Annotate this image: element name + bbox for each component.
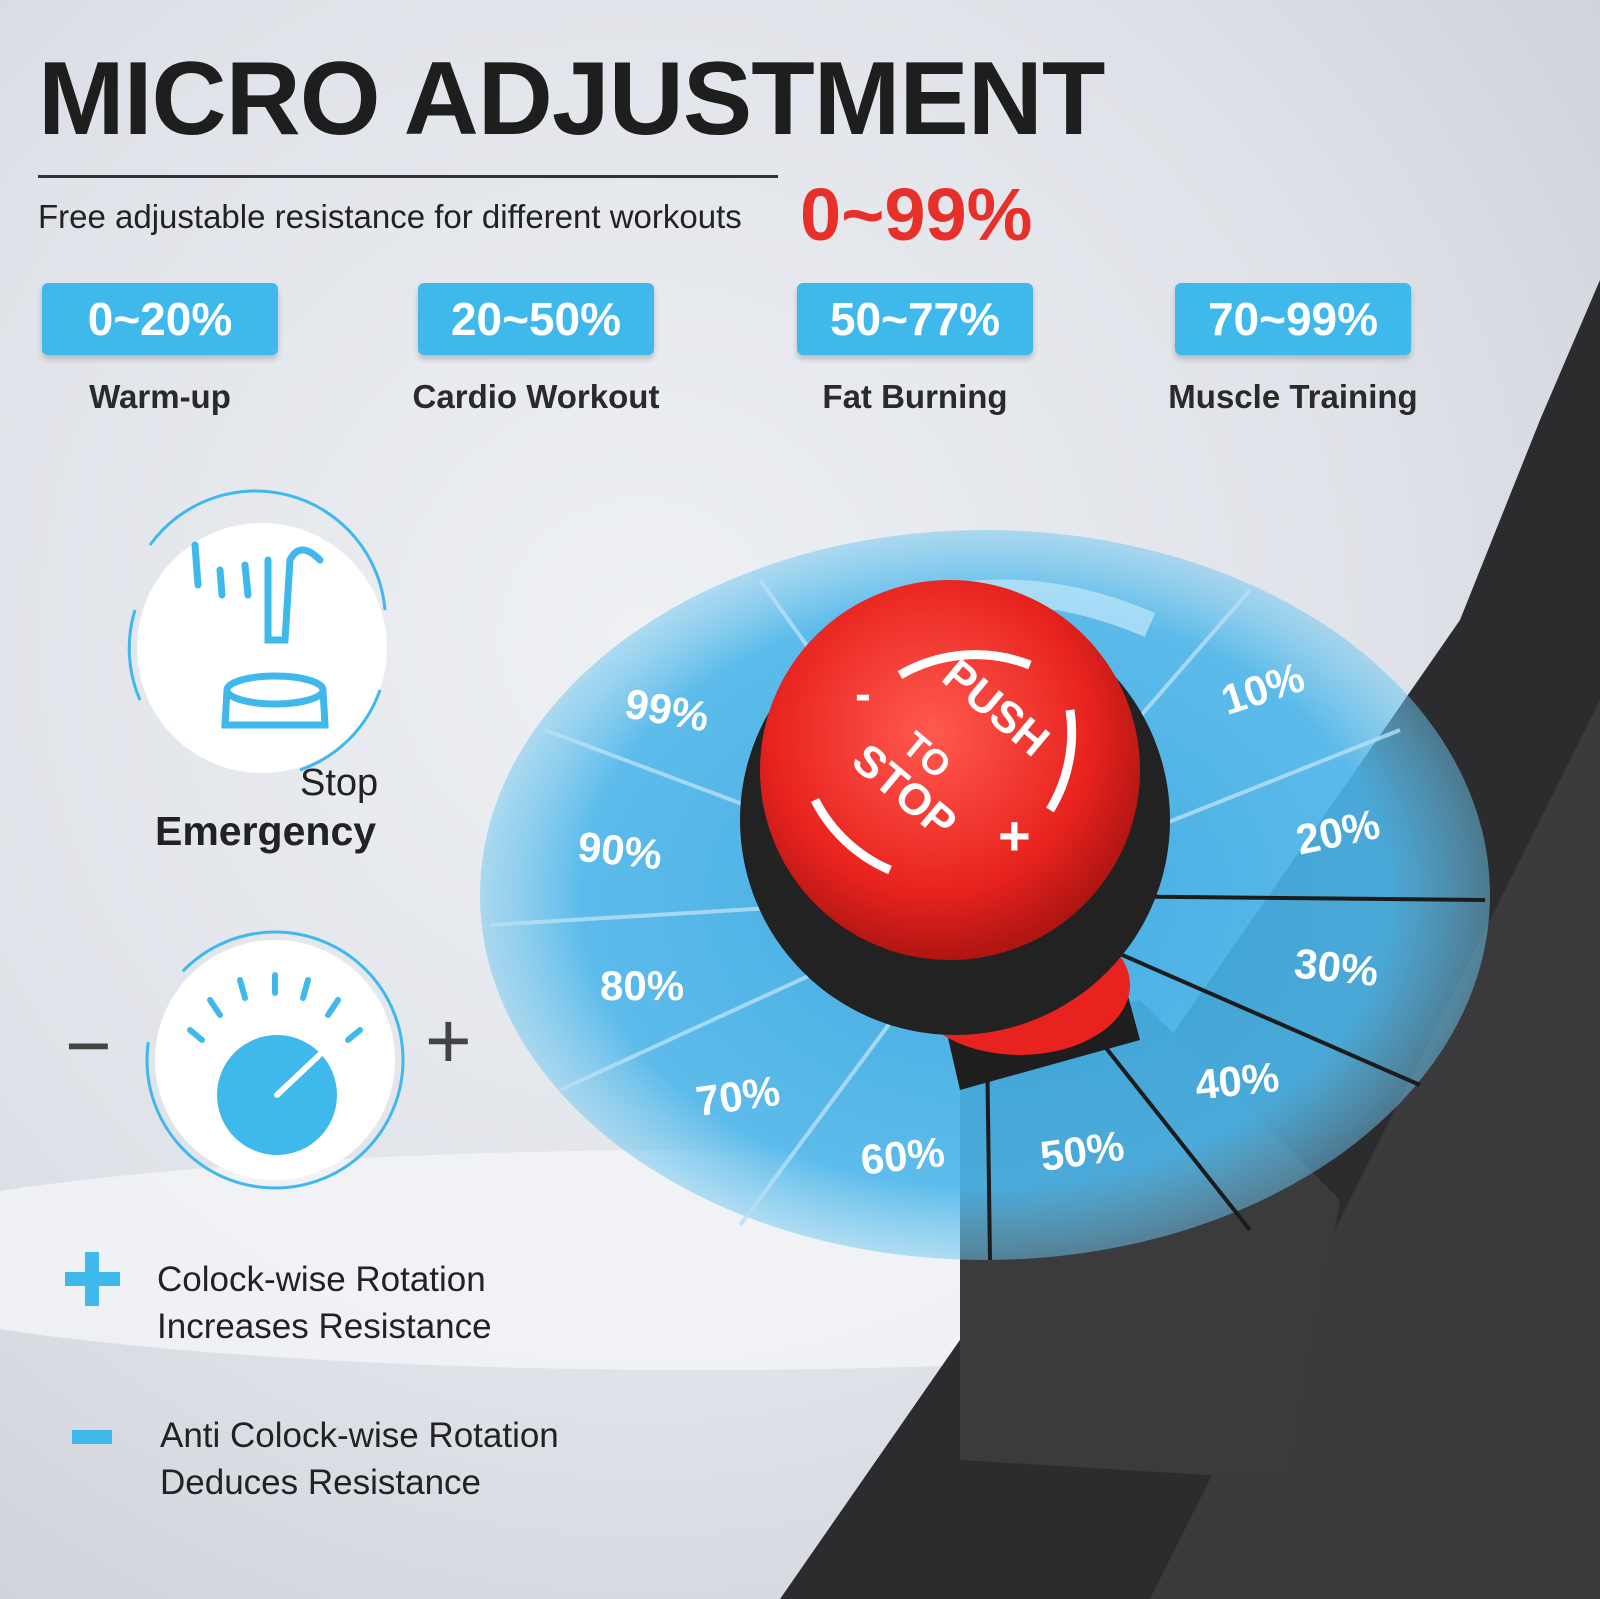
- mode-label-cardio: Cardio Workout: [412, 378, 660, 415]
- legend-anticlockwise-line2: Deduces Resistance: [160, 1463, 481, 1502]
- dial-label-30: 30%: [1292, 939, 1381, 995]
- dial-plus-sign: +: [425, 996, 472, 1085]
- plus-icon: [65, 1252, 120, 1306]
- dial-minus-sign: −: [65, 1001, 112, 1090]
- dial-label-40: 40%: [1193, 1053, 1282, 1109]
- dial-label-90: 90%: [576, 823, 665, 879]
- dial-label-70: 70%: [693, 1067, 783, 1125]
- mode-badge-muscle: 70~99%: [1175, 283, 1411, 355]
- page-title: MICRO ADJUSTMENT: [38, 41, 1105, 157]
- legend-anticlockwise-line1: Anti Colock-wise Rotation: [160, 1416, 559, 1455]
- resistance-gauge-icon: [145, 930, 405, 1190]
- dial-label-50: 50%: [1037, 1122, 1127, 1180]
- knob-minus-text: -: [855, 668, 871, 721]
- legend-clockwise-line1: Colock-wise Rotation: [157, 1260, 486, 1299]
- dial-label-60: 60%: [858, 1128, 947, 1184]
- subtitle: Free adjustable resistance for different…: [38, 198, 742, 235]
- legend-anticlockwise: Anti Colock-wise Rotation Deduces Resist…: [160, 1412, 559, 1506]
- dial-label-80: 80%: [600, 962, 684, 1009]
- legend-clockwise-line2: Increases Resistance: [157, 1307, 492, 1346]
- emergency-stop-icon: [127, 489, 387, 773]
- mode-badge-warmup: 0~20%: [42, 283, 278, 355]
- mode-label-fat-burning: Fat Burning: [822, 378, 1008, 415]
- mode-label-muscle: Muscle Training: [1168, 378, 1418, 415]
- mode-label-warmup: Warm-up: [89, 378, 231, 415]
- emergency-line2: Emergency: [155, 808, 377, 854]
- mode-badge-cardio: 20~50%: [418, 283, 654, 355]
- minus-icon: [72, 1430, 112, 1444]
- legend-clockwise: Colock-wise Rotation Increases Resistanc…: [157, 1256, 492, 1350]
- resistance-range: 0~99%: [800, 173, 1033, 256]
- title-divider: [38, 175, 778, 178]
- mode-badge-fat-burning: 50~77%: [797, 283, 1033, 355]
- knob-plus-text: +: [998, 804, 1031, 867]
- resistance-knob: PUSH TO STOP - +: [740, 580, 1170, 1090]
- emergency-line1: Stop: [300, 762, 379, 804]
